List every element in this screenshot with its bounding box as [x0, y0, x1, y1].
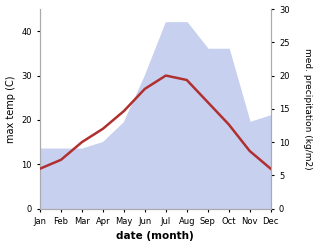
Y-axis label: med. precipitation (kg/m2): med. precipitation (kg/m2)	[303, 48, 313, 170]
X-axis label: date (month): date (month)	[116, 231, 194, 242]
Y-axis label: max temp (C): max temp (C)	[5, 75, 16, 143]
